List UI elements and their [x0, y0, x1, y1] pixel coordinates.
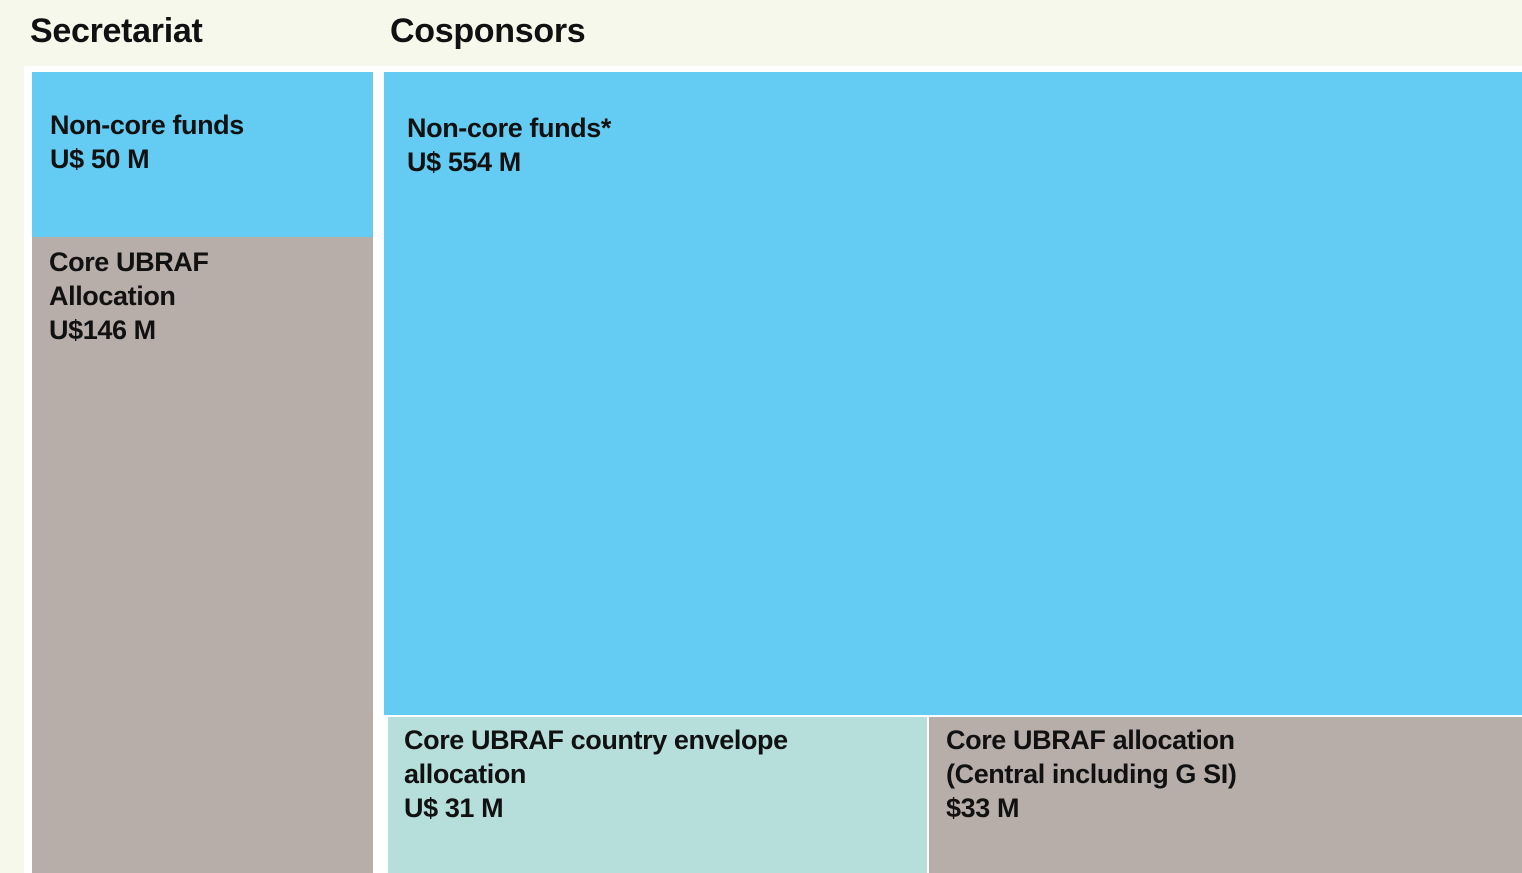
- cosponsors-non-core-block: Non-core funds* U$ 554 M: [384, 72, 1522, 715]
- cosponsors-core-country-title-line2: allocation: [404, 759, 527, 789]
- cosponsors-core-central-block: Core UBRAF allocation (Central including…: [929, 717, 1522, 873]
- cosponsors-core-country-title-line1: Core UBRAF country envelope: [404, 725, 788, 755]
- secretariat-core-title-line2: Allocation: [49, 281, 176, 311]
- secretariat-non-core-block: Non-core funds U$ 50 M: [32, 72, 373, 237]
- cosponsors-non-core-label: Non-core funds* U$ 554 M: [407, 111, 611, 179]
- cosponsors-core-central-label: Core UBRAF allocation (Central including…: [946, 723, 1237, 825]
- cosponsors-core-central-title-line2: (Central including G SI): [946, 759, 1237, 789]
- cosponsors-core-country-block: Core UBRAF country envelope allocation U…: [388, 717, 927, 873]
- secretariat-non-core-amount: U$ 50 M: [50, 144, 150, 174]
- secretariat-non-core-title: Non-core funds: [50, 110, 244, 140]
- cosponsors-non-core-title: Non-core funds*: [407, 113, 612, 143]
- cosponsors-core-country-label: Core UBRAF country envelope allocation U…: [404, 723, 788, 825]
- secretariat-non-core-label: Non-core funds U$ 50 M: [50, 108, 244, 176]
- secretariat-core-block: Core UBRAF Allocation U$146 M: [32, 237, 373, 873]
- cosponsors-non-core-amount: U$ 554 M: [407, 147, 521, 177]
- cosponsors-core-country-amount: U$ 31 M: [404, 793, 504, 823]
- secretariat-core-title-line1: Core UBRAF: [49, 247, 209, 277]
- secretariat-core-amount: U$146 M: [49, 315, 156, 345]
- secretariat-core-label: Core UBRAF Allocation U$146 M: [49, 245, 209, 347]
- secretariat-header: Secretariat: [30, 12, 203, 50]
- cosponsors-header: Cosponsors: [390, 12, 586, 50]
- cosponsors-core-central-amount: $33 M: [946, 793, 1020, 823]
- cosponsors-core-central-title-line1: Core UBRAF allocation: [946, 725, 1235, 755]
